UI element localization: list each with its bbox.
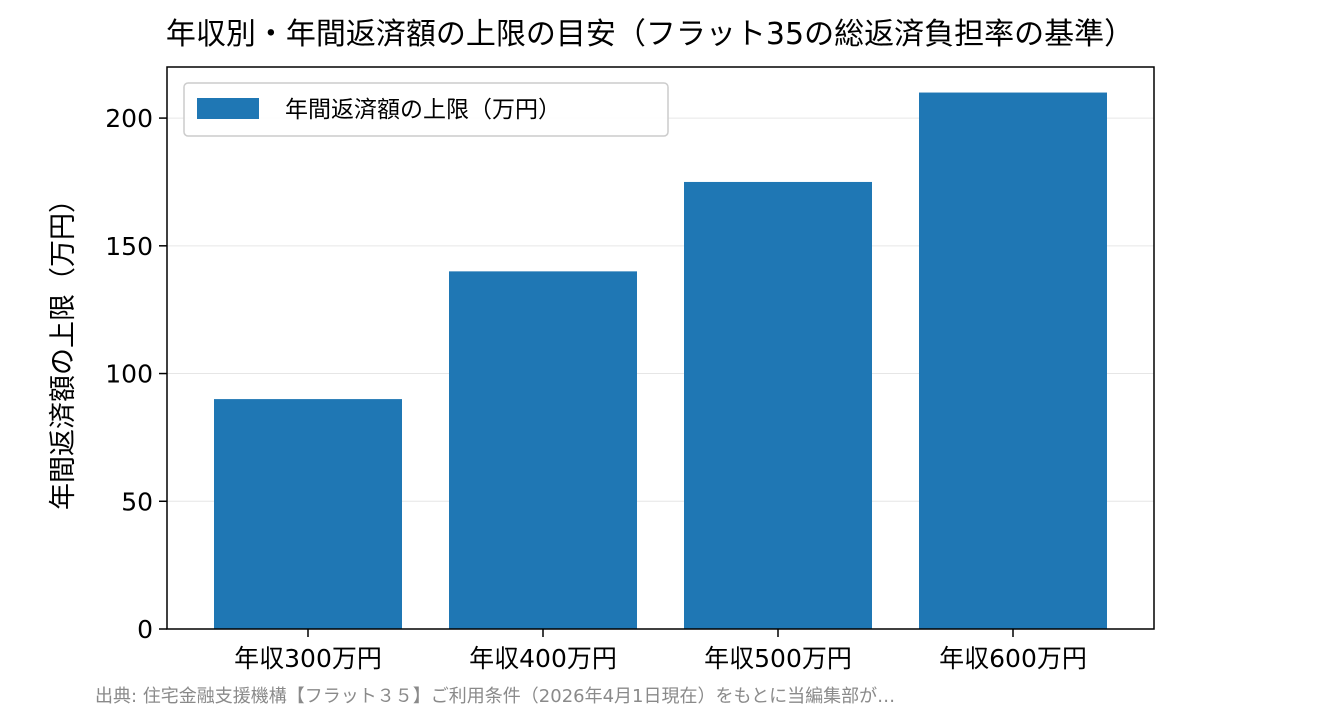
chart-title: 年収別・年間返済額の上限の目安（フラット35の総返済負担率の基準） xyxy=(166,17,1134,52)
bars xyxy=(214,92,1107,630)
y-tick-label: 50 xyxy=(121,487,153,516)
x-tick-label: 年収400万円 xyxy=(469,644,617,673)
y-tick-label: 0 xyxy=(137,615,153,644)
legend: 年間返済額の上限（万円） xyxy=(183,82,669,137)
source-note: 出典: 住宅金融支援機構【フラット３５】ご利用条件（2026年4月1日現在）をも… xyxy=(95,686,895,707)
plot-area-frame xyxy=(166,66,1155,630)
bar xyxy=(684,181,872,630)
legend-swatch xyxy=(197,98,259,119)
x-axis-ticks: 年収300万円 年収400万円 年収500万円 年収600万円 xyxy=(234,629,1087,673)
legend-label: 年間返済額の上限（万円） xyxy=(285,97,561,123)
bar xyxy=(919,92,1107,629)
y-tick-label: 200 xyxy=(105,104,153,133)
x-tick-label: 年収500万円 xyxy=(704,644,852,673)
x-tick-label: 年収600万円 xyxy=(939,644,1087,673)
x-tick-label: 年収300万円 xyxy=(234,644,382,673)
bar xyxy=(449,271,637,629)
y-axis-label: 年間返済額の上限（万円） xyxy=(48,186,79,510)
y-tick-label: 100 xyxy=(105,360,153,389)
y-axis-ticks: 0 50 100 150 200 xyxy=(105,104,167,644)
legend-box xyxy=(183,82,669,137)
y-tick-label: 150 xyxy=(105,232,153,261)
bar xyxy=(214,399,402,629)
